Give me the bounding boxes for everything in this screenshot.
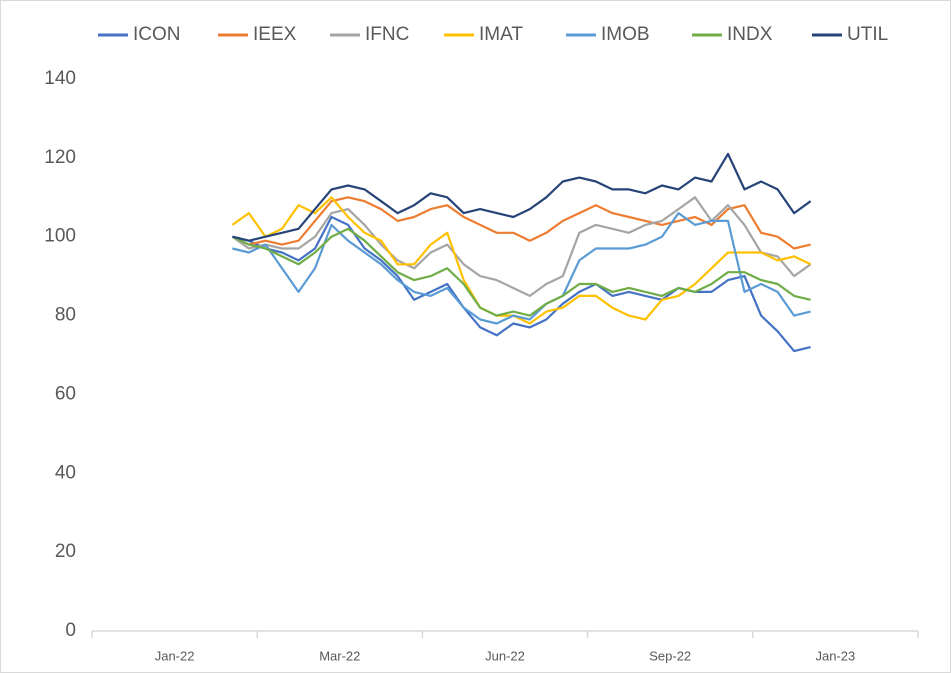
y-tick-label: 60: [55, 383, 76, 404]
series-line: [232, 152, 812, 242]
y-tick-label: 20: [55, 541, 76, 562]
legend-label: IFNC: [365, 24, 409, 45]
x-tick-label: Jan-23: [816, 648, 856, 663]
series-line: [232, 212, 811, 325]
y-tick-label: 80: [55, 305, 76, 326]
y-tick-label: 0: [65, 620, 76, 641]
series-line: [231, 196, 812, 325]
x-tick-label: Jan-22: [155, 648, 195, 663]
legend-label: IEEX: [253, 24, 297, 45]
series-line: [231, 196, 812, 297]
y-tick-label: 40: [55, 462, 76, 483]
legend-label: UTIL: [847, 24, 888, 45]
legend-label: INDX: [727, 24, 773, 45]
legend-label: IMOB: [601, 24, 650, 45]
legend-label: IMAT: [479, 24, 523, 45]
x-tick-label: Jun-22: [485, 648, 525, 663]
x-tick-label: Sep-22: [649, 648, 691, 663]
series-line: [231, 227, 811, 317]
legend-label: ICON: [133, 24, 181, 45]
y-tick-label: 100: [44, 226, 76, 247]
series-line: [231, 196, 811, 250]
y-tick-label: 140: [44, 68, 76, 89]
series-line: [232, 215, 811, 353]
x-tick-label: Mar-22: [319, 648, 360, 663]
y-tick-label: 120: [44, 147, 76, 168]
